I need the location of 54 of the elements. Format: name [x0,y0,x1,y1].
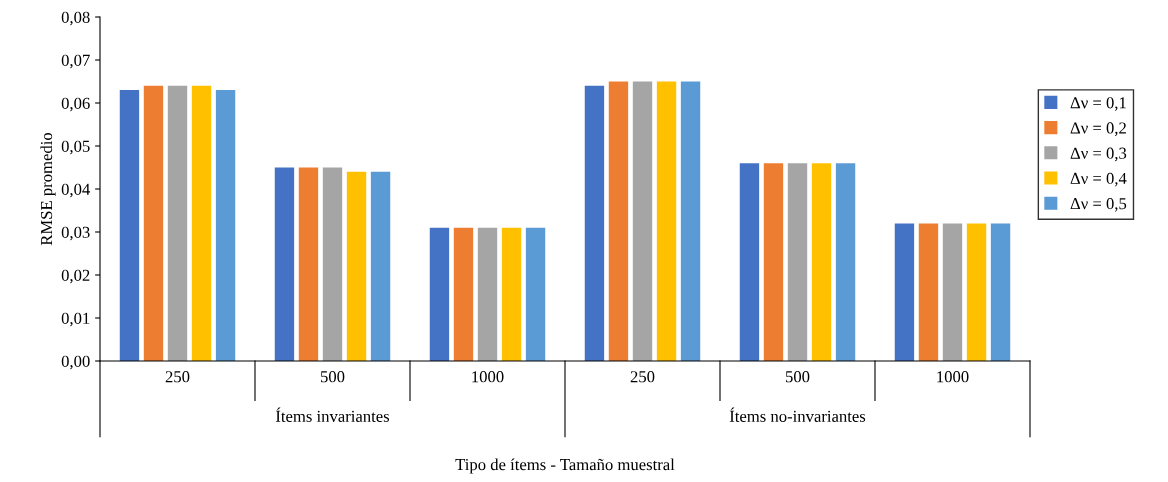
y-tick-label: 0,01 [61,312,90,327]
bar [143,85,164,361]
bar [429,227,450,361]
text: Ítems no-invariantes [729,407,866,422]
y-tick-label: 0,02 [61,269,90,284]
legend-label: Δν = 0,4 [1070,172,1127,187]
y-tick-label: 0,08 [61,11,90,26]
x-tick-label: 1000 [937,371,969,383]
bar [966,223,987,361]
legend-label: Δν = 0,3 [1070,147,1127,162]
bar [119,90,140,361]
y-tick-label: 0,03 [61,226,90,241]
bar [763,163,784,361]
x-axis-title: Tipo de ítems - Tamaño muestral [455,458,675,474]
bar [274,167,295,361]
text: Ítems invariantes [275,407,390,422]
bar [835,163,856,361]
bar [322,167,343,361]
bar [298,167,319,361]
bar [167,85,188,361]
bar [811,163,832,361]
x-tick-label: 250 [165,371,190,383]
legend-label: Δν = 0,5 [1070,198,1127,212]
y-tick-label: 0,06 [61,97,90,112]
bar [608,81,629,361]
bar [525,227,546,361]
x-tick-label: 1000 [472,371,504,383]
bar [787,163,808,361]
bar [739,163,760,361]
y-tick-label: 0,00 [61,355,90,370]
bar [894,223,915,361]
bar [370,171,391,361]
y-tick-label: 0,04 [61,183,91,198]
x-tick-label: 500 [320,371,345,383]
bar [191,85,212,361]
bar [215,90,236,361]
x-tick-label: 250 [630,371,655,383]
bar [584,85,605,361]
y-tick-label: 0,05 [61,140,90,155]
bar [346,171,367,361]
legend-label: Δν = 0,2 [1070,122,1126,136]
bar [632,81,653,361]
bar [942,223,963,361]
bar [990,223,1011,361]
y-axis-title: RMSE promedio [40,132,56,246]
bar [501,227,522,361]
x-tick-label: 500 [785,371,810,383]
y-tick-label: 0,07 [61,54,90,69]
legend-label: Δν = 0,1 [1070,97,1126,111]
bar [656,81,677,361]
bar [453,227,474,361]
bar [477,227,498,361]
bar [918,223,939,361]
bar [680,81,701,361]
